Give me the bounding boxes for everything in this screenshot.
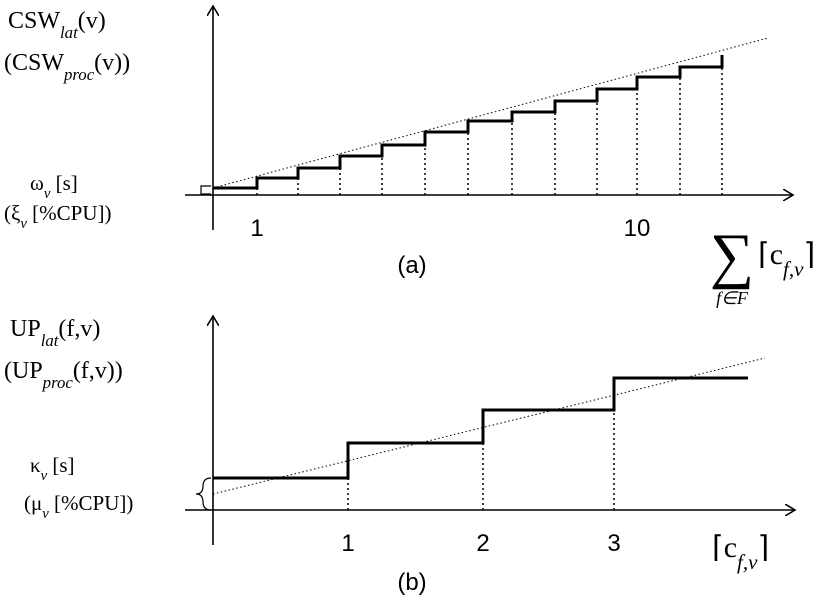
caption: (a): [397, 252, 426, 279]
label-part: κ: [30, 453, 41, 477]
y-label: (UPproc(f,v)): [4, 358, 123, 392]
y-label: UPlat(f,v): [10, 316, 100, 350]
label-part: (f,v)): [73, 358, 123, 384]
y-label: CSWlat(v): [8, 8, 106, 42]
label-part: [s]: [50, 171, 77, 195]
label-part: (μ: [24, 491, 42, 515]
x-tick-label: 2: [476, 530, 489, 557]
step-function: [213, 55, 724, 190]
label-part: [%CPU]): [27, 201, 112, 225]
subscript: f,v: [783, 257, 804, 281]
offset-label: (ξv [%CPU]): [4, 201, 111, 232]
x-tick-label: 3: [607, 530, 620, 557]
label-part: ω: [30, 171, 44, 195]
label-part: (CSW: [4, 50, 64, 76]
label-part: ⌉: [803, 238, 815, 271]
label-part: (ξ: [4, 201, 20, 225]
label-part: [s]: [47, 453, 74, 477]
offset-label: κv [s]: [30, 453, 75, 484]
panel-a: CSWlat(v) (CSWproc(v)) ωv [s] (ξv [%CPU]…: [4, 6, 815, 308]
label-part: (v)): [94, 50, 130, 76]
x-tick-label: 10: [624, 215, 651, 242]
label-part: UP: [10, 316, 41, 342]
label-part: (f,v): [58, 316, 100, 342]
panel-b: UPlat(f,v) (UPproc(f,v)) κv [s] (μv [%CP…: [4, 316, 795, 596]
subscript: f,v: [737, 550, 758, 574]
step-guides: [256, 55, 723, 195]
x-tick-label: 1: [250, 215, 263, 242]
label-part: [%CPU]): [49, 491, 134, 515]
y-label: (CSWproc(v)): [4, 50, 130, 84]
subscript: lat: [41, 331, 59, 350]
trend-line: [212, 357, 766, 495]
label-part: ⌈c: [712, 531, 737, 564]
label-part: ⌈c: [758, 238, 783, 271]
label-part: (UP: [4, 358, 43, 384]
label-part: CSW: [8, 8, 60, 34]
step-function: [213, 376, 748, 480]
subscript: v: [44, 186, 51, 202]
subscript: proc: [42, 373, 74, 392]
x-label: ⌈cf,v⌉: [712, 531, 769, 574]
subscript: v: [20, 216, 27, 232]
subscript: proc: [63, 65, 95, 84]
subscript: v: [41, 468, 48, 484]
caption: (b): [397, 569, 426, 596]
x-label-sum: ∑: [710, 222, 754, 290]
offset-label: (μv [%CPU]): [24, 491, 133, 522]
offset-bracket: [195, 477, 212, 511]
x-tick-label: 1: [341, 530, 354, 557]
trend-line: [212, 37, 769, 189]
label-part: (v): [78, 8, 106, 34]
x-label-sum-under: f∈F: [716, 288, 749, 308]
offset-label: ωv [s]: [30, 171, 78, 202]
offset-bracket: [200, 185, 211, 195]
subscript: lat: [60, 23, 78, 42]
x-label: ⌈cf,v⌉: [758, 238, 815, 281]
label-part: ⌉: [757, 531, 769, 564]
subscript: v: [42, 506, 49, 522]
